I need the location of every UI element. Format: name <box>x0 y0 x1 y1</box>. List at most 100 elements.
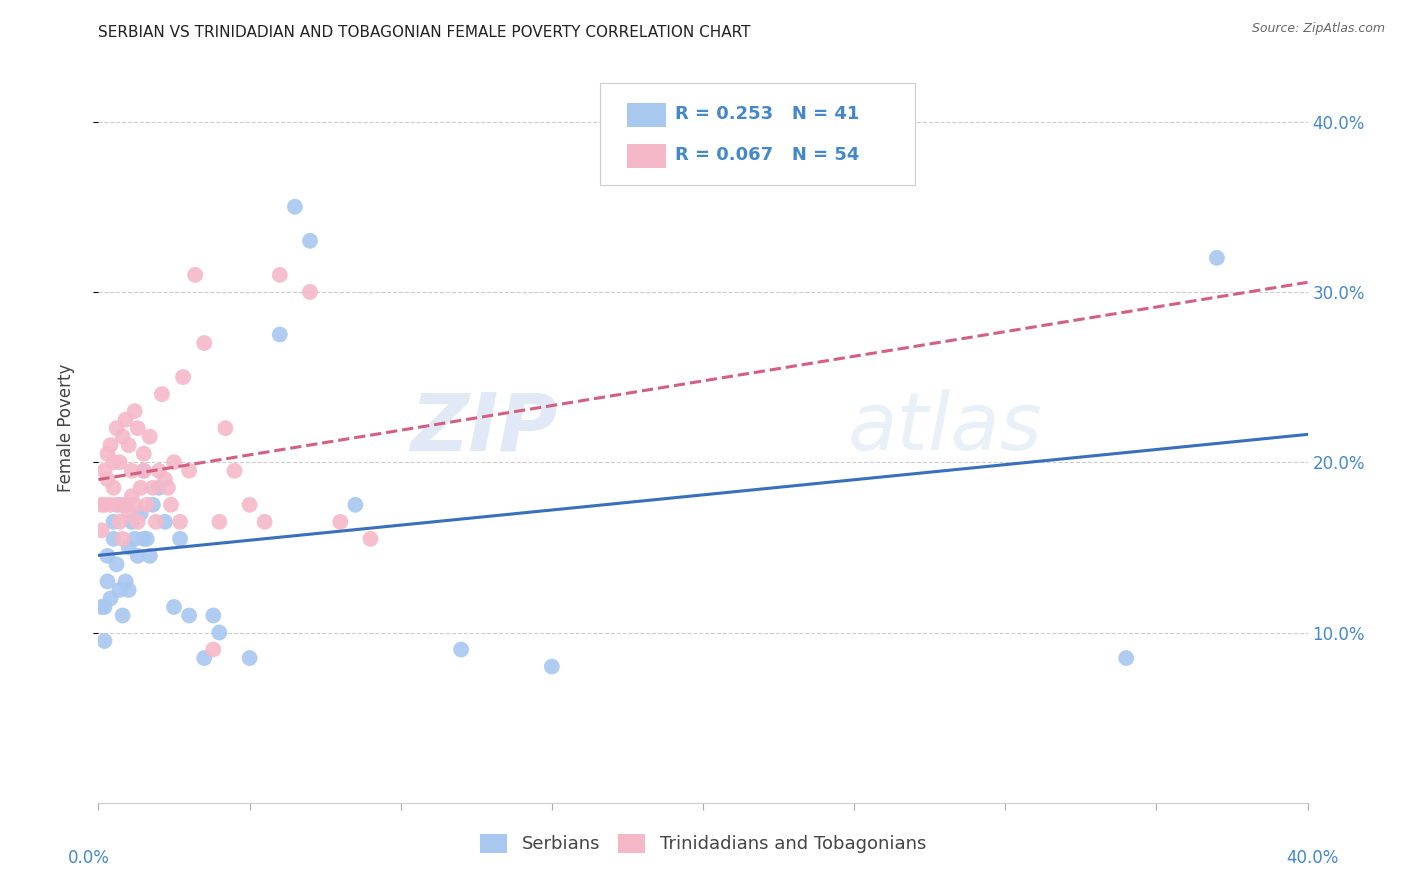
Point <box>224 464 246 478</box>
Legend: Serbians, Trinidadians and Tobagonians: Serbians, Trinidadians and Tobagonians <box>472 827 934 861</box>
Point <box>148 481 170 495</box>
Point <box>214 421 236 435</box>
Text: 40.0%: 40.0% <box>1286 849 1339 867</box>
Point <box>299 234 322 248</box>
Point <box>108 455 131 469</box>
Point <box>118 541 141 555</box>
Bar <box>627 103 665 127</box>
Point <box>132 464 155 478</box>
Text: Source: ZipAtlas.com: Source: ZipAtlas.com <box>1251 22 1385 36</box>
Point <box>139 430 162 444</box>
Point <box>100 498 122 512</box>
Point <box>103 481 125 495</box>
Point <box>239 498 262 512</box>
Point <box>118 506 141 520</box>
Point <box>450 642 472 657</box>
Point <box>1115 651 1137 665</box>
Point <box>344 498 367 512</box>
Point <box>284 200 307 214</box>
Point <box>150 387 173 401</box>
Point <box>100 438 122 452</box>
Point <box>184 268 207 282</box>
Point <box>96 447 118 461</box>
Point <box>269 268 291 282</box>
Point <box>156 481 179 495</box>
Point <box>179 464 201 478</box>
Point <box>105 498 128 512</box>
Bar <box>627 145 665 169</box>
Point <box>127 421 149 435</box>
Point <box>105 558 128 572</box>
Point <box>111 430 134 444</box>
Point <box>153 472 176 486</box>
FancyBboxPatch shape <box>600 84 915 185</box>
Point <box>96 574 118 589</box>
Point <box>129 481 152 495</box>
Point <box>299 285 322 299</box>
Text: R = 0.253   N = 41: R = 0.253 N = 41 <box>675 105 859 123</box>
Text: SERBIAN VS TRINIDADIAN AND TOBAGONIAN FEMALE POVERTY CORRELATION CHART: SERBIAN VS TRINIDADIAN AND TOBAGONIAN FE… <box>98 25 751 40</box>
Point <box>163 599 186 614</box>
Point <box>142 498 165 512</box>
Point <box>239 651 262 665</box>
Text: ZIP: ZIP <box>411 389 558 467</box>
Point <box>142 481 165 495</box>
Point <box>193 651 215 665</box>
Point <box>90 599 112 614</box>
Point <box>127 549 149 563</box>
Point <box>124 532 146 546</box>
Point <box>179 608 201 623</box>
Point <box>93 599 115 614</box>
Point <box>540 659 562 673</box>
Point <box>111 608 134 623</box>
Text: atlas: atlas <box>848 389 1043 467</box>
Point <box>105 421 128 435</box>
Text: R = 0.067   N = 54: R = 0.067 N = 54 <box>675 146 859 164</box>
Point <box>100 591 122 606</box>
Point <box>139 549 162 563</box>
Point <box>114 574 136 589</box>
Point <box>202 642 225 657</box>
Point <box>153 515 176 529</box>
Point <box>360 532 382 546</box>
Point <box>129 506 152 520</box>
Point <box>124 498 146 512</box>
Point <box>90 524 112 538</box>
Point <box>193 336 215 351</box>
Point <box>118 582 141 597</box>
Point <box>121 489 143 503</box>
Point <box>169 515 191 529</box>
Point <box>132 532 155 546</box>
Point <box>1206 251 1229 265</box>
Point <box>163 455 186 469</box>
Point <box>93 498 115 512</box>
Point <box>160 498 183 512</box>
Point <box>93 464 115 478</box>
Point <box>135 498 157 512</box>
Y-axis label: Female Poverty: Female Poverty <box>56 364 75 492</box>
Point <box>132 447 155 461</box>
Point <box>169 532 191 546</box>
Point <box>90 498 112 512</box>
Point <box>208 515 231 529</box>
Point <box>103 532 125 546</box>
Point <box>145 515 167 529</box>
Point <box>148 464 170 478</box>
Text: 0.0%: 0.0% <box>67 849 110 867</box>
Point <box>253 515 276 529</box>
Point <box>121 515 143 529</box>
Point <box>124 404 146 418</box>
Point <box>135 532 157 546</box>
Point <box>111 532 134 546</box>
Point <box>103 515 125 529</box>
Point <box>103 455 125 469</box>
Point <box>93 634 115 648</box>
Point <box>96 472 118 486</box>
Point <box>132 464 155 478</box>
Point <box>269 327 291 342</box>
Point <box>329 515 352 529</box>
Point <box>96 549 118 563</box>
Point <box>108 582 131 597</box>
Point <box>121 464 143 478</box>
Point <box>202 608 225 623</box>
